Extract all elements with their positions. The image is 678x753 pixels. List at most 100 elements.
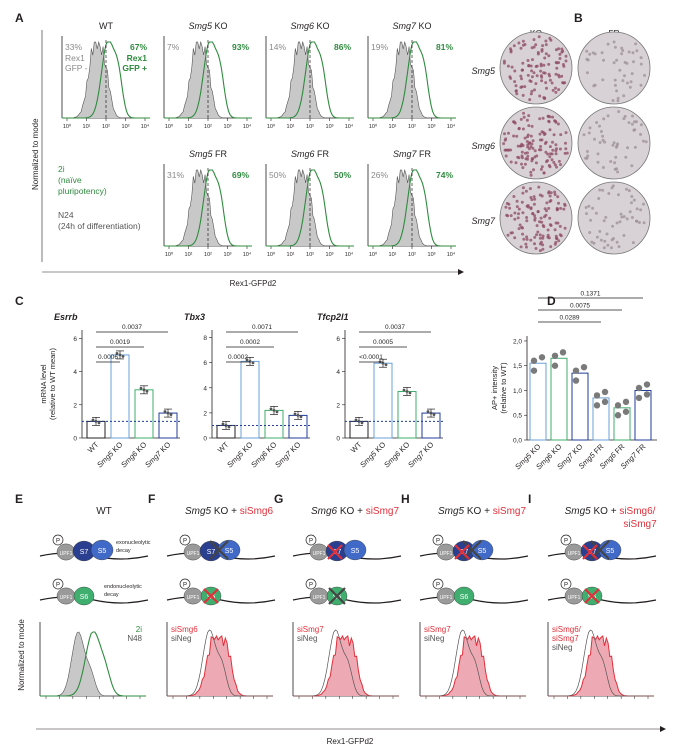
x-tick-label: WT xyxy=(349,440,364,455)
s5-protein-label: S5 xyxy=(225,548,234,555)
colony-dot xyxy=(592,84,596,88)
phospho-icon xyxy=(52,534,64,546)
colony-dot xyxy=(541,131,545,134)
grey-percent: 14% xyxy=(269,42,286,52)
colony-dot xyxy=(551,115,555,119)
y-axis-label: AP+ intensity xyxy=(490,366,499,410)
colony-dot xyxy=(513,236,517,240)
colony-dot xyxy=(631,51,635,55)
colony-dot xyxy=(611,143,615,147)
colony-dot xyxy=(508,206,512,210)
x-tick-label: 10⁴ xyxy=(447,123,456,130)
data-point xyxy=(405,390,409,393)
histogram-sample xyxy=(293,634,399,697)
colony-dot xyxy=(513,80,517,84)
flow-panel-row1-3: 10⁰ 10¹ 10² 10³ 10⁴ xyxy=(367,36,456,130)
panel-title: Smg5 KO + siSmg7 xyxy=(438,506,527,517)
colony-dot xyxy=(536,210,540,214)
colony-dot xyxy=(556,195,560,199)
colony-dot xyxy=(530,89,534,93)
panel-letter-i: I xyxy=(528,492,531,506)
colony-dot xyxy=(509,214,513,218)
phospho-icon xyxy=(179,578,191,590)
data-point xyxy=(580,364,588,371)
colony-dot xyxy=(530,124,534,128)
colony-dot xyxy=(601,166,605,169)
colony-dot xyxy=(508,75,512,79)
data-point xyxy=(429,411,433,415)
chart-title: Tfcp2l1 xyxy=(317,312,349,322)
green-percent: 50% xyxy=(334,170,351,180)
colony-dot xyxy=(521,232,525,236)
colony-dot xyxy=(557,88,561,92)
data-point xyxy=(551,362,559,369)
p-value: 0.0006 xyxy=(98,354,118,361)
title-part: Smg7 xyxy=(393,149,418,159)
decay-label: decay xyxy=(116,548,131,554)
colony-dot xyxy=(516,216,520,220)
x-tick-label: 10¹ xyxy=(389,124,397,130)
colony-dot xyxy=(564,59,568,63)
colony-dot xyxy=(529,92,533,96)
x-tick-label: 10³ xyxy=(326,252,334,258)
colony-dot xyxy=(625,81,629,85)
colony-dot xyxy=(555,208,559,212)
x-tick-label: Smg7 KO xyxy=(273,440,302,469)
s5-protein xyxy=(343,539,367,561)
colony-dot xyxy=(560,74,564,78)
colony-dot xyxy=(617,193,620,197)
colony-dot xyxy=(623,74,626,78)
colony-dot xyxy=(588,231,592,234)
colony-dot xyxy=(538,132,542,136)
data-point xyxy=(139,386,143,390)
data-point xyxy=(381,361,385,365)
upf1-label: UPF1 xyxy=(313,595,326,601)
gate-label-positive: GFP + xyxy=(122,63,147,73)
colony-dot xyxy=(528,187,532,191)
colony-dot xyxy=(562,207,566,211)
colony-dot xyxy=(622,215,626,219)
bar xyxy=(550,357,568,441)
colony-dot xyxy=(535,224,539,228)
colony-dot xyxy=(526,145,530,149)
data-point xyxy=(601,398,609,406)
y-tick-label: 0 xyxy=(336,436,340,443)
colony-dot xyxy=(544,81,548,85)
x-tick-label: 10² xyxy=(408,252,416,258)
colony-dot xyxy=(552,133,556,137)
colony-dot xyxy=(612,237,615,240)
s6-protein-label: S6 xyxy=(460,594,469,601)
colony-dot xyxy=(523,136,527,140)
colony-dot xyxy=(548,200,552,203)
colony-dot xyxy=(542,171,546,175)
colony-dot xyxy=(520,200,524,204)
colony-dot xyxy=(564,141,567,145)
colony-dot xyxy=(509,160,513,164)
panel-title: Smg5 KO + siSmg6 xyxy=(185,506,274,517)
colony-dot xyxy=(519,46,523,50)
data-point xyxy=(118,353,122,357)
colony-dot xyxy=(519,85,523,89)
colony-dot xyxy=(584,156,588,160)
knockdown-cross-icon xyxy=(584,588,600,604)
x-tick-label: 10³ xyxy=(428,124,436,130)
upf1-label: UPF1 xyxy=(60,551,73,557)
colony-dot xyxy=(644,140,648,144)
colony-dot xyxy=(532,195,536,199)
data-point xyxy=(408,391,412,395)
x-tick-label: 10³ xyxy=(326,124,334,130)
bar xyxy=(613,407,631,441)
colony-dot xyxy=(543,56,547,60)
s5-protein-label: S5 xyxy=(606,548,615,555)
colony-dot xyxy=(593,137,596,141)
colony-dot xyxy=(526,154,530,158)
y-tick-label: 2 xyxy=(203,410,207,417)
colony-dot xyxy=(595,121,599,124)
s5-protein-label: S5 xyxy=(478,548,487,555)
data-point xyxy=(643,381,651,388)
bar xyxy=(110,354,130,439)
chart-title: Tbx3 xyxy=(184,312,205,322)
gate-label-negative: GFP - xyxy=(65,63,88,73)
colony-dot xyxy=(537,185,541,189)
